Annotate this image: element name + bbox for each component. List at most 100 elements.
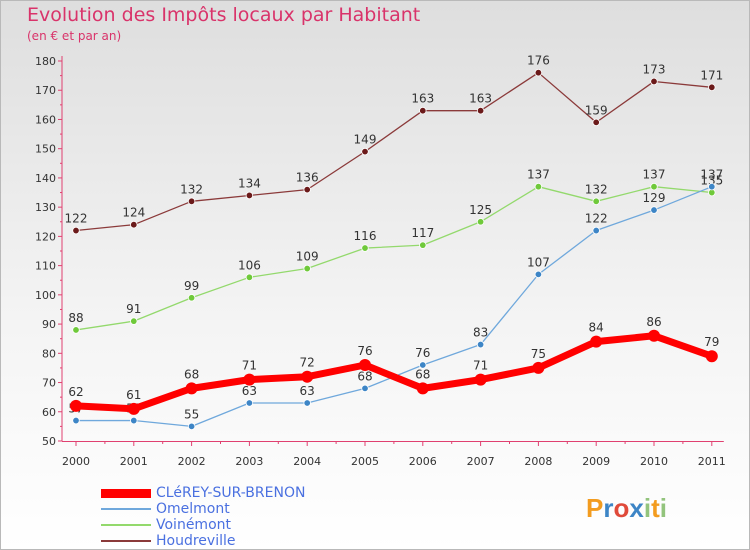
- data-point: [419, 241, 427, 249]
- data-point: [187, 294, 196, 302]
- x-tick-label: 2006: [409, 455, 437, 468]
- data-label: 132: [585, 182, 608, 196]
- axes: 50 60 70 80 90 100 110 120 130 140 150 160 170 180 200…: [35, 55, 726, 468]
- y-tick-label: 180: [35, 55, 56, 68]
- data-point: [476, 340, 485, 349]
- data-label: 137: [527, 168, 550, 182]
- data-label: 62: [68, 385, 83, 399]
- data-label: 71: [473, 359, 488, 373]
- data-label: 55: [184, 407, 199, 421]
- data-point: [592, 197, 600, 206]
- y-tick-label: 130: [35, 201, 56, 214]
- data-label: 68: [415, 367, 430, 381]
- data-point: [592, 118, 600, 127]
- data-label: 88: [68, 311, 83, 325]
- x-tick-label: 2001: [120, 455, 148, 468]
- data-label: 68: [357, 369, 372, 383]
- data-point: [419, 361, 427, 369]
- data-point: [245, 399, 254, 407]
- data-point: [361, 147, 369, 156]
- data-label: 107: [527, 255, 550, 269]
- data-label: 173: [643, 62, 666, 76]
- y-tick-label: 50: [42, 435, 56, 448]
- data-point: [476, 218, 485, 226]
- data-label: 76: [357, 344, 372, 358]
- chart-title: Evolution des Impôts locaux par Habitant: [27, 4, 421, 26]
- data-label: 116: [354, 229, 377, 243]
- x-tick-label: 2002: [178, 455, 206, 468]
- chart-subtitle: (en € et par an): [27, 29, 122, 43]
- series-omelmont: 5757556363687683107122129137: [68, 168, 723, 431]
- data-point: [650, 77, 658, 86]
- data-label: 129: [643, 191, 666, 205]
- x-tick-label: 2005: [351, 455, 379, 468]
- data-label: 61: [126, 388, 141, 402]
- data-point: [127, 402, 140, 415]
- data-point: [187, 422, 196, 431]
- y-tick-label: 100: [35, 289, 56, 302]
- legend-label: Houdreville: [156, 533, 236, 549]
- data-label: 83: [473, 326, 488, 340]
- data-point: [245, 273, 254, 282]
- data-label: 117: [411, 226, 434, 240]
- data-point: [708, 182, 716, 191]
- x-tick-label: 2000: [62, 455, 90, 468]
- data-label: 91: [126, 302, 141, 316]
- data-point: [648, 329, 660, 342]
- data-label: 68: [184, 367, 199, 381]
- data-label: 171: [700, 68, 723, 82]
- data-label: 71: [242, 359, 257, 373]
- x-tick-label: 2009: [582, 455, 610, 468]
- data-label: 137: [643, 168, 666, 182]
- x-tick-label: 2008: [524, 455, 552, 468]
- data-point: [130, 220, 138, 229]
- series-line: [75, 72, 712, 232]
- legend-item: Omelmont: [101, 501, 305, 517]
- data-label: 109: [296, 250, 319, 264]
- legend-label: Omelmont: [156, 501, 230, 517]
- data-label: 163: [411, 92, 434, 106]
- data-point: [534, 182, 543, 191]
- data-point: [474, 373, 487, 386]
- legend-swatch: [101, 540, 151, 542]
- data-point: [72, 326, 80, 334]
- legend-swatch: [101, 508, 151, 510]
- data-point: [592, 226, 600, 235]
- data-label: 136: [296, 171, 319, 185]
- data-label: 76: [415, 346, 430, 360]
- data-point: [532, 361, 545, 374]
- data-point: [130, 416, 138, 425]
- x-tick-label: 2003: [235, 455, 263, 468]
- y-tick-label: 90: [42, 318, 56, 331]
- data-point: [534, 68, 543, 77]
- series-houdreville: 122 124 132 134 136 149 163 163 176 159 173 171: [65, 54, 723, 235]
- y-tick-label: 140: [35, 172, 56, 185]
- data-point: [185, 382, 198, 395]
- legend-item: CLéREY-SUR-BRENON: [101, 485, 305, 501]
- y-tick-label: 80: [42, 347, 56, 360]
- y-tick-label: 60: [42, 406, 56, 419]
- legend-swatch: [101, 488, 151, 498]
- data-point: [70, 399, 82, 412]
- data-point: [419, 106, 427, 115]
- proxiti-logo: Proxiti: [584, 490, 694, 524]
- data-point: [534, 270, 543, 279]
- data-point: [303, 264, 311, 273]
- data-point: [650, 206, 658, 214]
- data-point: [243, 373, 256, 386]
- data-label: 63: [242, 384, 257, 398]
- y-tick-label: 160: [35, 113, 56, 126]
- legend-label: Voinémont: [156, 517, 231, 533]
- series-cl-rey-sur-brenon: 62 61 68 71 72 76 68 71 75 84 86 79: [68, 315, 719, 415]
- legend-swatch: [101, 524, 151, 526]
- data-point: [303, 399, 311, 407]
- data-point: [705, 350, 718, 363]
- x-tick-label: 2007: [467, 455, 495, 468]
- data-label: 176: [527, 54, 550, 68]
- data-point: [245, 191, 254, 200]
- data-label: 63: [300, 384, 315, 398]
- data-label: 125: [469, 203, 492, 217]
- data-point: [361, 384, 369, 393]
